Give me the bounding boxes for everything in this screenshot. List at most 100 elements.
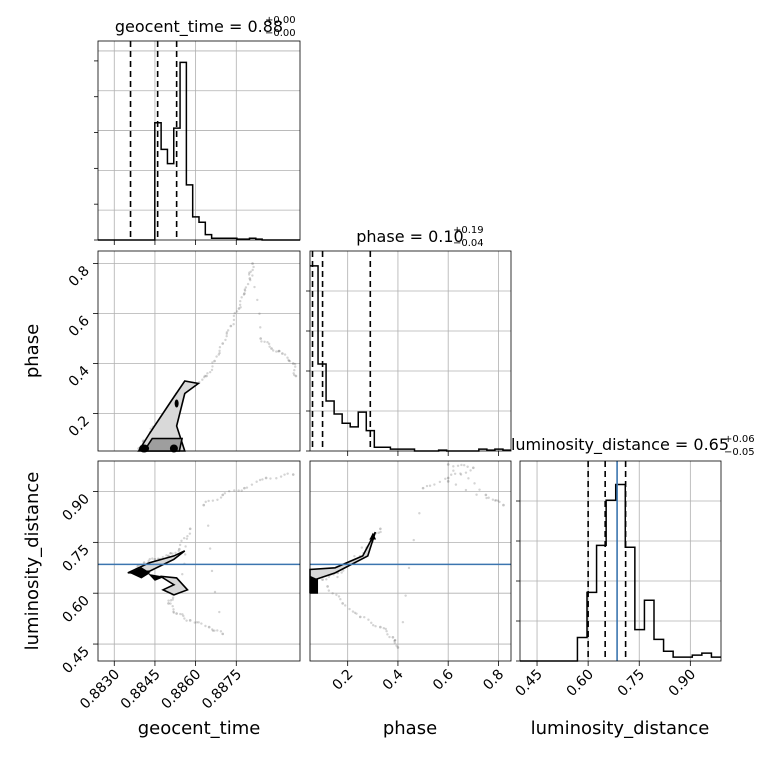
sample-point [268,345,271,348]
sample-point [207,499,210,503]
sample-point [251,268,254,272]
sample-point [384,627,387,631]
sample-point [360,546,363,549]
sample-point [259,337,262,340]
x-ticks [113,240,237,245]
sample-point [261,478,264,481]
contour-outer [159,575,189,596]
sample-point [493,499,497,502]
sample-point [256,298,259,302]
sample-point [182,536,186,540]
axes-frame [97,40,301,241]
sample-point [223,492,227,495]
sample-point [249,270,253,273]
contour-core [369,532,377,540]
sample-point [291,362,295,365]
x-axis-label: phase [383,718,437,739]
sample-point [225,331,229,334]
sample-point [496,499,500,502]
sample-point [213,590,217,594]
sample-point [242,293,246,296]
sample-point [421,486,425,490]
sample-point [379,530,382,534]
sample-point [239,299,242,303]
sample-point [351,610,355,613]
sample-point [478,488,481,491]
sample-point [210,569,214,573]
sample-point [237,307,241,310]
sample-point [248,271,251,274]
sample-point [325,578,328,581]
sample-point [283,473,286,476]
sample-point [218,346,222,349]
sample-point [281,352,284,355]
sample-point [475,493,478,496]
sample-point [340,571,343,574]
sample-point [219,496,223,499]
contour-core [148,573,165,581]
sample-point [374,624,377,628]
sample-point [371,624,375,627]
sample-point [136,565,139,568]
sample-point [216,629,219,632]
sample-point [456,464,460,467]
sample-point [247,273,251,276]
sample-point [218,351,221,355]
sample-point [487,496,490,499]
contour-outer [309,531,377,594]
sample-point [227,489,231,493]
sample-point [210,368,214,372]
sample-point [444,477,447,481]
sample-point [472,466,475,470]
sample-point [221,493,225,497]
sample-point [428,484,432,487]
sample-point [165,554,168,557]
sample-point [502,503,505,507]
sample-point [339,597,342,601]
sample-point [370,621,373,625]
contour-outer [127,550,186,574]
sample-point [226,329,230,332]
sample-point [240,489,243,492]
sample-point [258,478,262,482]
sample-point [167,602,170,605]
sample-point [240,296,243,299]
grid [310,461,511,661]
grid [98,251,300,451]
sample-point [277,350,280,353]
marginal-geocent_time: geocent_time = 0.88 +0.00 −0.00 [94,15,301,245]
sample-point [331,592,334,595]
sample-point [229,324,233,328]
sample-point [275,350,278,353]
marginal-title-sub: −0.00 [265,28,296,39]
sample-point [153,558,157,561]
quantile-lines [129,41,178,240]
sample-point [321,578,324,581]
sample-point [253,285,256,289]
contour-core [174,399,179,408]
sample-point [401,620,405,624]
contour-core [309,575,319,594]
sample-point [393,639,396,643]
sample-point [446,480,450,483]
sample-point [181,573,184,576]
sample-point [175,612,178,615]
sample-point [188,532,192,535]
quantile-lines [587,461,627,661]
sample-point [279,475,283,478]
sample-point [336,575,339,579]
marginal-title-sup: +0.00 [265,15,296,26]
sample-point [174,551,177,555]
sample-point [202,503,206,507]
histogram-step [310,265,511,452]
sample-point [396,646,400,649]
sample-point [446,463,450,466]
sample-point [244,286,248,289]
sample-point [292,372,295,375]
y-ticks [516,500,520,662]
sample-point [184,553,187,556]
sample-point [291,473,295,476]
sample-point [491,498,495,501]
sample-point [293,362,297,366]
